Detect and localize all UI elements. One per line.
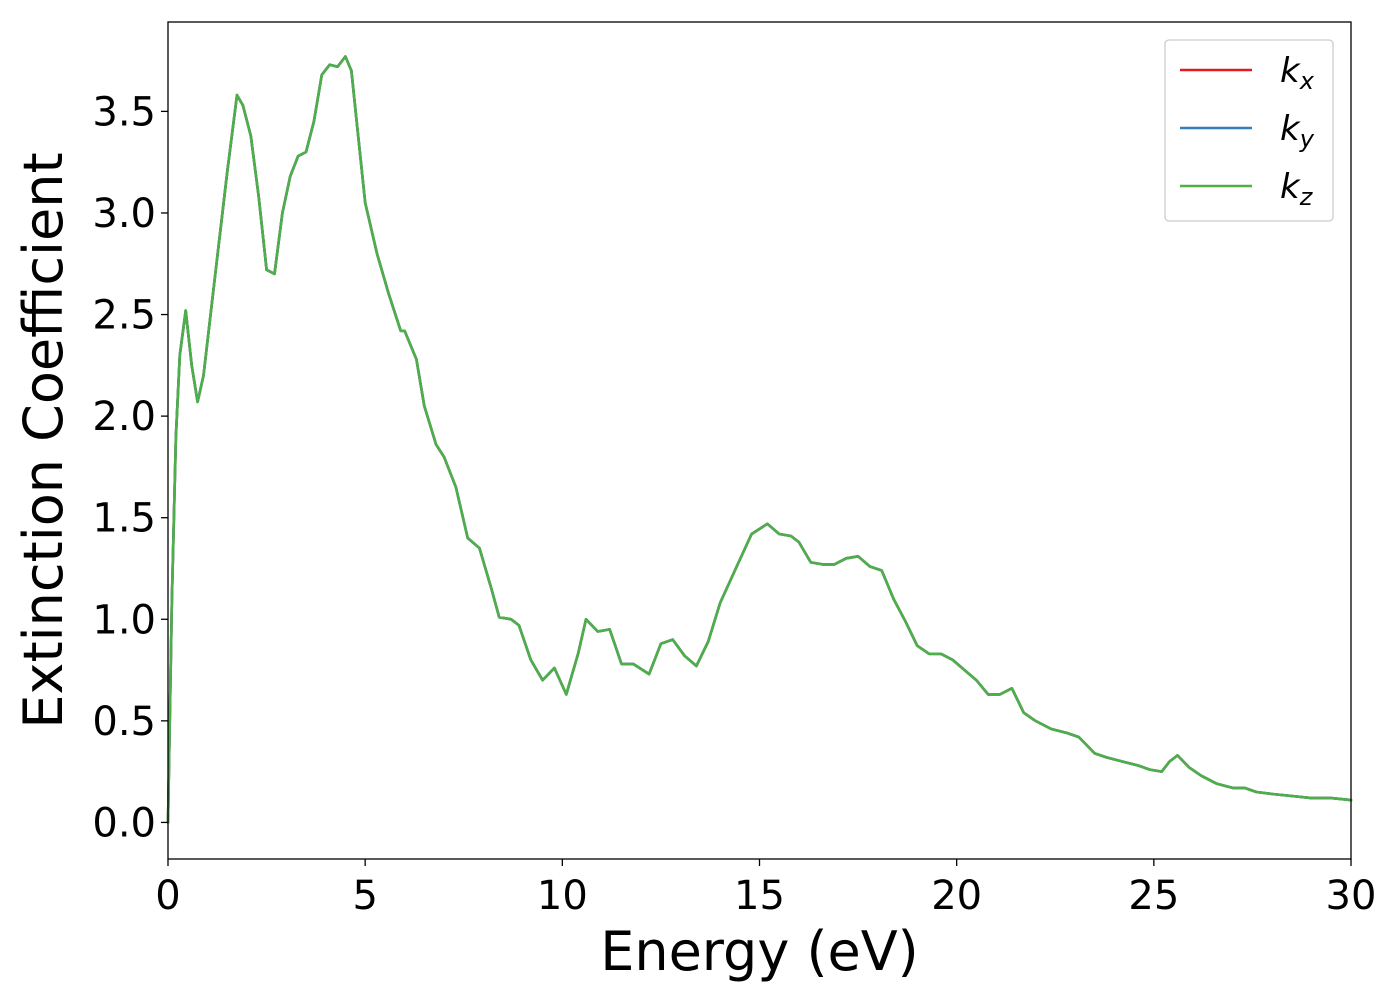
x-tick-label: 15 xyxy=(734,873,785,919)
legend-box xyxy=(1164,39,1334,222)
y-tick-label: 3.0 xyxy=(92,191,156,237)
series-layer xyxy=(166,55,1353,824)
y-tick-label: 0.0 xyxy=(92,800,156,846)
y-axis-label: Extinction Coefficient xyxy=(12,152,75,728)
legend-label-z: kz xyxy=(1280,167,1314,211)
x-tick-label: 20 xyxy=(931,873,982,919)
x-tick-label: 30 xyxy=(1326,873,1377,919)
y-tick-label: 0.5 xyxy=(92,699,156,745)
y-tick-label: 1.5 xyxy=(92,496,156,542)
x-axis: 0 5 10 15 20 25 30 xyxy=(155,859,1376,919)
x-tick-label: 10 xyxy=(537,873,588,919)
x-tick-label: 25 xyxy=(1128,873,1179,919)
series-line-z xyxy=(166,55,1353,824)
y-axis: 0.0 0.5 1.0 1.5 2.0 2.5 3.0 3.5 xyxy=(92,89,168,846)
x-tick-label: 5 xyxy=(352,873,377,919)
legend-label-y: ky xyxy=(1280,109,1315,153)
y-tick-label: 3.5 xyxy=(92,89,156,135)
legend-label-x: kx xyxy=(1280,51,1315,95)
x-axis-label: Energy (eV) xyxy=(600,920,919,983)
legend: kx ky kz xyxy=(1164,39,1334,222)
legend-items: kx ky kz xyxy=(1180,51,1315,211)
y-tick-label: 2.0 xyxy=(92,394,156,440)
y-tick-label: 1.0 xyxy=(92,597,156,643)
y-tick-label: 2.5 xyxy=(92,293,156,339)
x-tick-label: 0 xyxy=(155,873,180,919)
